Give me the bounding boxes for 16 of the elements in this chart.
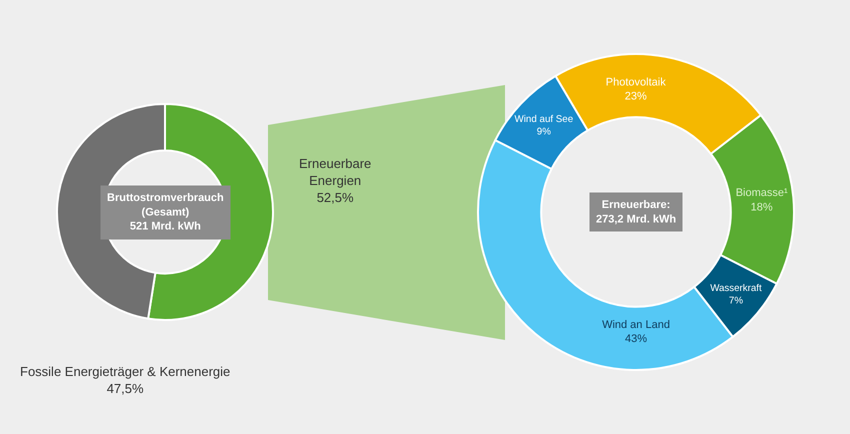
data-label: 43%	[624, 333, 648, 346]
text: Bruttostromverbrauch (Gesamt) 521 Mrd. kWh	[107, 192, 224, 233]
data-label: 47,5%	[106, 380, 144, 396]
slice-label: Wind auf See	[514, 114, 574, 125]
data-label: 7%	[728, 296, 744, 307]
data-label: 18%	[750, 201, 773, 214]
data-label: 9%	[536, 126, 552, 138]
slice-label: Biomasse¹	[736, 186, 788, 199]
slice-label: Fossile Energieträger & Kernenergie	[20, 364, 230, 379]
data-label: 52,5%	[316, 190, 354, 205]
slice-label: Wind an Land	[602, 318, 670, 331]
text: Erneuerbare: 273,2 Mrd. kWh	[596, 199, 676, 226]
slice-label: Photovoltaik	[606, 76, 666, 88]
slice-label: Erneuerbare Energien	[299, 156, 372, 188]
slice-label: Wasserkraft	[710, 283, 762, 294]
data-label: 23%	[624, 90, 647, 103]
